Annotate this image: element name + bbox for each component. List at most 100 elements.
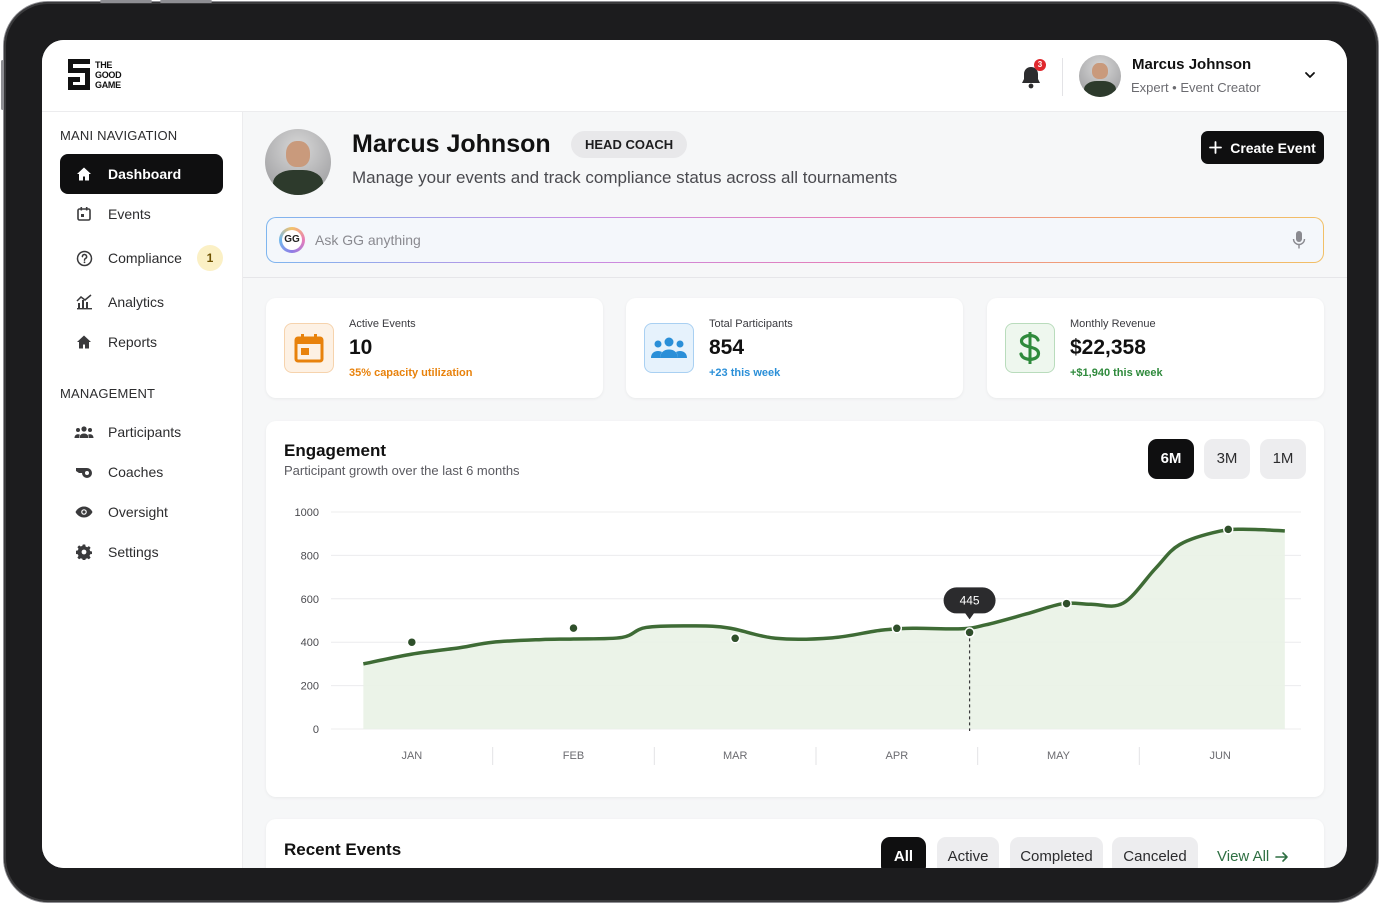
y-tick-label: 800 (301, 550, 319, 562)
plus-icon (1209, 141, 1223, 154)
x-tick-label: JAN (401, 750, 422, 762)
role-badge: HEAD COACH (571, 131, 688, 158)
sidebar-item-participants[interactable]: Participants (60, 412, 223, 452)
sidebar-item-coaches[interactable]: Coaches (60, 452, 223, 492)
sidebar-item-label: Participants (108, 424, 182, 440)
sidebar-item-oversight[interactable]: Oversight (60, 492, 223, 532)
sidebar-item-label: Coaches (108, 464, 164, 480)
chart-series-line (362, 527, 1285, 666)
tooltip-bubble (943, 587, 996, 614)
data-point (568, 622, 579, 634)
filter-all-button[interactable]: All (881, 837, 926, 868)
y-tick-label: 1000 (295, 507, 319, 519)
question-circle-icon (60, 250, 108, 267)
filter-completed-button[interactable]: Completed (1010, 837, 1103, 868)
dollar-icon (1005, 323, 1055, 373)
sidebar-item-dashboard[interactable]: Dashboard (60, 154, 223, 194)
engagement-card: Engagement Participant growth over the l… (266, 421, 1324, 797)
volume-button (100, 0, 152, 3)
sidebar-item-compliance[interactable]: Compliance 1 (60, 238, 223, 278)
sidebar-item-label: Settings (108, 544, 159, 560)
data-point (891, 623, 903, 634)
x-tick-label: APR (886, 750, 909, 762)
x-tick-label: MAR (723, 750, 748, 762)
y-tick-label: 600 (301, 594, 319, 606)
logo-mark-icon (68, 59, 90, 90)
data-point (406, 636, 418, 648)
range-6m-button[interactable]: 6M (1148, 439, 1194, 479)
y-tick-label: 200 (301, 681, 319, 693)
gear-icon (60, 544, 108, 560)
logo-text: THE GOOD GAME (95, 60, 122, 90)
stat-note: 35% capacity utilization (349, 367, 473, 379)
avatar (265, 129, 331, 195)
x-tick-label: MAY (1047, 750, 1071, 762)
notification-bell-icon[interactable] (1020, 65, 1042, 89)
sidebar-section-title: MANAGEMENT (60, 386, 156, 401)
recent-events-card: Recent Events All Active Completed Cance… (266, 819, 1324, 868)
recent-events-title: Recent Events (284, 840, 402, 859)
create-event-label: Create Event (1230, 139, 1316, 156)
side-button (1, 60, 4, 110)
stat-label: Total Participants (709, 318, 793, 330)
ask-gg-input[interactable]: Ask GG anything (315, 232, 421, 248)
chevron-down-icon[interactable] (1304, 70, 1316, 80)
main-content: Marcus Johnson HEAD COACH Manage your ev… (243, 112, 1347, 868)
sidebar-item-events[interactable]: Events (60, 194, 223, 234)
data-point (729, 633, 741, 644)
sidebar-item-label: Events (108, 206, 151, 222)
sidebar-section-title: MANI NAVIGATION (60, 128, 178, 143)
avatar[interactable] (1079, 55, 1121, 97)
calendar-icon (60, 206, 108, 222)
user-role: Expert • Event Creator (1131, 80, 1261, 95)
stat-note: +$1,940 this week (1070, 367, 1163, 379)
sidebar-item-settings[interactable]: Settings (60, 532, 223, 572)
people-icon (644, 323, 694, 373)
stat-value: 10 (349, 336, 373, 359)
tooltip-pointer (964, 612, 975, 620)
microphone-icon[interactable] (1292, 230, 1306, 250)
page-title: Marcus Johnson (352, 130, 551, 158)
eye-icon (60, 506, 108, 518)
engagement-chart: 1000 800 600 400 200 0 JAN FEB MAR APR MAY JUN 445 (295, 507, 1301, 765)
page-subtitle: Manage your events and track compliance … (352, 168, 898, 187)
sidebar: MANI NAVIGATION Dashboard Events Complia… (42, 112, 243, 868)
filter-canceled-button[interactable]: Canceled (1112, 837, 1198, 868)
sidebar-item-label: Compliance (108, 250, 182, 266)
arrow-right-icon (1275, 851, 1289, 862)
top-bar: THE GOOD GAME 3 Marcus Johnson Expert • … (42, 40, 1347, 112)
y-tick-label: 400 (301, 637, 319, 649)
whistle-icon (60, 465, 108, 479)
compliance-count-badge: 1 (197, 245, 223, 271)
divider (1062, 58, 1063, 96)
app-screen: THE GOOD GAME 3 Marcus Johnson Expert • … (42, 40, 1347, 868)
sidebar-item-label: Dashboard (108, 166, 182, 182)
user-name: Marcus Johnson (1132, 56, 1252, 73)
notification-badge: 3 (1034, 59, 1046, 71)
sidebar-item-label: Oversight (108, 504, 168, 520)
sidebar-item-label: Analytics (108, 294, 165, 310)
ask-gg-search[interactable]: GG Ask GG anything (266, 217, 1324, 263)
create-event-button[interactable]: Create Event (1201, 131, 1324, 164)
brand-logo[interactable]: THE GOOD GAME (68, 59, 122, 91)
sidebar-item-analytics[interactable]: Analytics (60, 282, 223, 322)
engagement-title: Engagement (284, 441, 387, 460)
stat-card-total-participants[interactable]: Total Participants 854 +23 this week (626, 298, 963, 398)
home-icon (60, 166, 108, 182)
view-all-label: View All (1217, 848, 1270, 865)
stat-value: $22,358 (1070, 336, 1146, 359)
stat-label: Monthly Revenue (1070, 318, 1156, 330)
tooltip-value: 445 (960, 593, 980, 607)
filter-active-button[interactable]: Active (937, 837, 999, 868)
range-3m-button[interactable]: 3M (1204, 439, 1250, 479)
divider (243, 277, 1347, 278)
analytics-icon (60, 294, 108, 310)
data-point (1061, 598, 1072, 609)
range-1m-button[interactable]: 1M (1260, 439, 1306, 479)
stat-card-monthly-revenue[interactable]: Monthly Revenue $22,358 +$1,940 this wee… (987, 298, 1324, 398)
stat-card-active-events[interactable]: Active Events 10 35% capacity utilizatio… (266, 298, 603, 398)
x-tick-label: FEB (563, 750, 584, 762)
view-all-link[interactable]: View All (1217, 848, 1289, 865)
sidebar-item-reports[interactable]: Reports (60, 322, 223, 362)
